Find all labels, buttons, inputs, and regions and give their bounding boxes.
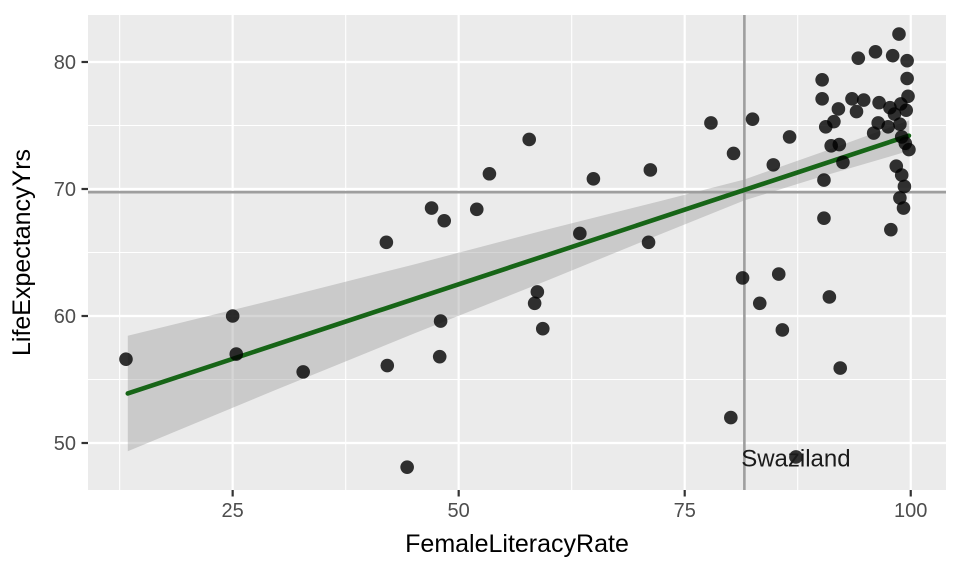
data-point [775,323,790,337]
data-point [766,158,781,172]
data-point [832,137,847,152]
data-point [897,179,912,194]
data-point [789,450,803,464]
data-point [527,296,542,311]
annotation-layer: Swaziland [741,446,850,473]
data-point [424,201,439,215]
data-point [704,116,718,130]
data-point [724,410,738,425]
data-point [229,347,244,361]
data-point [899,103,914,118]
data-point [432,349,447,364]
data-point [735,271,750,285]
data-point [745,112,760,126]
data-point [893,117,907,132]
annotation-swaziland: Swaziland [741,446,850,473]
major-gridlines-layer [88,15,946,490]
data-point [833,361,848,375]
x-tick-label: 100 [894,500,927,522]
data-point [887,107,902,121]
data-point [573,226,587,241]
data-point [885,48,900,63]
data-point [884,222,898,237]
data-point [817,173,831,187]
trend-line [125,133,912,396]
data-point [437,213,452,228]
data-point [851,51,866,65]
data-point [433,314,448,328]
y-tick-label: 70 [54,179,76,201]
data-point [827,114,841,129]
x-tick-label: 50 [448,500,470,522]
y-axis-title: LifeExpectancyYrs [8,149,36,356]
data-point [400,460,414,474]
data-point [866,126,881,140]
data-point [380,358,395,373]
data-point [752,296,767,311]
data-point [896,201,911,215]
data-point [641,235,656,250]
data-point [872,95,886,110]
x-tick-label: 75 [674,500,696,522]
data-point [482,166,497,181]
data-point [900,53,914,68]
data-point [296,365,310,379]
data-point [535,321,550,336]
data-point [815,92,829,106]
data-point [902,142,916,157]
confidence-band-layer [127,120,909,452]
data-point [901,89,915,104]
data-point [530,285,545,299]
data-point [900,71,914,86]
data-point [892,27,906,41]
y-tick-label: 60 [54,306,76,328]
data-point [831,102,846,116]
data-point [817,211,831,226]
data-point [836,155,850,170]
data-point [868,45,883,59]
axis-ticks-layer: 25 50 75 100 50 60 70 80 [54,52,928,522]
data-point [379,235,394,250]
y-tick-label: 80 [54,52,76,74]
y-tick-label: 50 [54,433,76,455]
reference-lines-layer [88,15,946,490]
x-axis-title: FemaleLiteracyRate [405,530,629,558]
x-tick-label: 25 [222,500,244,522]
confidence-band [127,120,909,452]
data-point [643,163,658,177]
minor-gridlines-layer [88,15,946,490]
data-points-layer [119,27,916,474]
data-point [225,309,240,323]
data-point [849,104,864,119]
data-point [469,202,484,217]
data-point [726,146,741,161]
data-point [815,72,829,87]
data-point [822,290,837,304]
trend-line-layer [125,133,912,396]
data-point [894,168,909,182]
data-point [119,352,133,366]
data-point [856,93,871,107]
data-point [881,119,895,134]
data-point [782,130,797,144]
data-point [845,92,859,106]
data-point [522,132,537,147]
data-point [586,172,601,186]
data-point [771,267,786,281]
